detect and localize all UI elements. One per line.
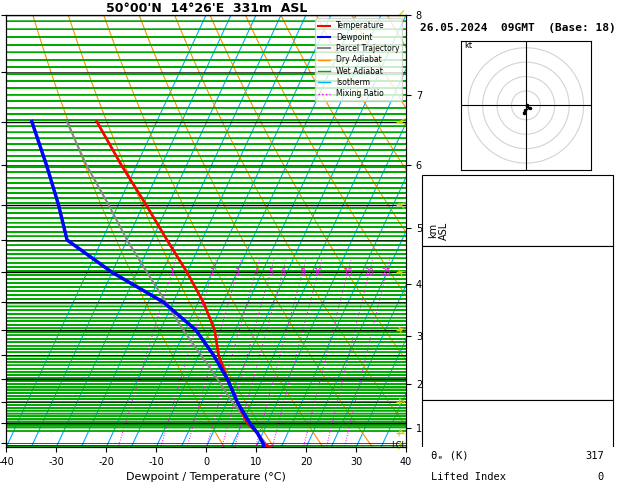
Text: θₑ(K): θₑ(K) bbox=[431, 317, 462, 328]
Text: 5: 5 bbox=[268, 268, 273, 277]
Text: CIN (J): CIN (J) bbox=[431, 380, 475, 390]
X-axis label: Dewpoint / Temperature (°C): Dewpoint / Temperature (°C) bbox=[126, 472, 286, 483]
Text: 925: 925 bbox=[585, 430, 604, 440]
Text: Surface: Surface bbox=[496, 257, 539, 267]
Text: 8: 8 bbox=[300, 268, 305, 277]
Text: θₑ (K): θₑ (K) bbox=[431, 451, 469, 461]
Text: 11.5: 11.5 bbox=[579, 297, 604, 307]
Text: 0: 0 bbox=[598, 380, 604, 390]
Text: © weatheronline.co.uk: © weatheronline.co.uk bbox=[461, 432, 574, 441]
Text: Dewp (°C): Dewp (°C) bbox=[431, 297, 487, 307]
Y-axis label: km
ASL: km ASL bbox=[428, 222, 449, 240]
Text: K: K bbox=[431, 184, 437, 194]
Text: 3: 3 bbox=[235, 268, 240, 277]
Text: 10: 10 bbox=[313, 268, 323, 277]
Text: 31: 31 bbox=[591, 184, 604, 194]
Text: 2: 2 bbox=[210, 268, 214, 277]
Text: 1: 1 bbox=[169, 268, 174, 277]
Text: 20: 20 bbox=[364, 268, 374, 277]
Text: Pressure (mb): Pressure (mb) bbox=[431, 430, 513, 440]
Text: Totals Totals: Totals Totals bbox=[431, 205, 513, 215]
FancyBboxPatch shape bbox=[421, 399, 613, 486]
Text: 15: 15 bbox=[343, 268, 352, 277]
Text: 312: 312 bbox=[585, 317, 604, 328]
Text: 12.7: 12.7 bbox=[579, 276, 604, 286]
Text: 6: 6 bbox=[280, 268, 285, 277]
Text: Most Unstable: Most Unstable bbox=[477, 411, 558, 421]
Text: 26.05.2024  09GMT  (Base: 18): 26.05.2024 09GMT (Base: 18) bbox=[420, 23, 615, 33]
Text: Lifted Index: Lifted Index bbox=[431, 338, 506, 348]
Text: 0: 0 bbox=[598, 359, 604, 369]
Text: 51: 51 bbox=[591, 205, 604, 215]
Text: CAPE (J): CAPE (J) bbox=[431, 359, 481, 369]
Title: 50°00'N  14°26'E  331m  ASL: 50°00'N 14°26'E 331m ASL bbox=[106, 1, 307, 15]
Legend: Temperature, Dewpoint, Parcel Trajectory, Dry Adiabat, Wet Adiabat, Isotherm, Mi: Temperature, Dewpoint, Parcel Trajectory… bbox=[315, 18, 403, 101]
Text: 317: 317 bbox=[585, 451, 604, 461]
Text: 2.39: 2.39 bbox=[579, 226, 604, 236]
Text: Temp (°C): Temp (°C) bbox=[431, 276, 487, 286]
Text: PW (cm): PW (cm) bbox=[431, 226, 475, 236]
Text: 3: 3 bbox=[598, 338, 604, 348]
FancyBboxPatch shape bbox=[421, 174, 613, 245]
Text: 0: 0 bbox=[598, 471, 604, 482]
Text: Lifted Index: Lifted Index bbox=[431, 471, 506, 482]
Text: 4: 4 bbox=[253, 268, 258, 277]
FancyBboxPatch shape bbox=[421, 245, 613, 399]
Text: 25: 25 bbox=[382, 268, 391, 277]
Text: LCL: LCL bbox=[391, 441, 406, 450]
